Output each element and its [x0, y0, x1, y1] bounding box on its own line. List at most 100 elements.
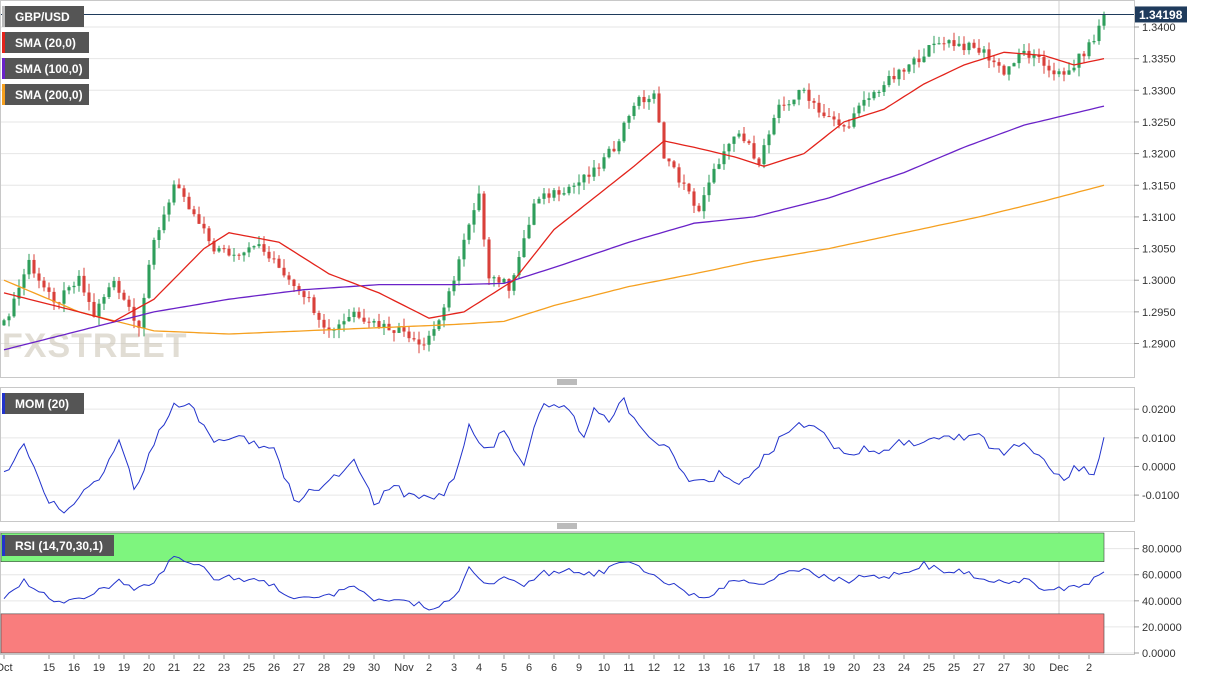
candle-down [82, 267, 86, 297]
candle-down [412, 331, 416, 342]
x-tick-label: 27 [973, 662, 985, 674]
candle-down [297, 283, 301, 296]
momentum-tick-label: 0.0000 [1142, 461, 1176, 473]
candle-up [802, 87, 806, 94]
candle-up [167, 199, 171, 222]
candle-down [132, 298, 136, 329]
candle-down [597, 163, 601, 177]
candle-up [467, 223, 471, 245]
candle-down [672, 160, 676, 169]
candle-down [687, 182, 691, 195]
rsi-tick-label: 20.0000 [1142, 622, 1182, 634]
sma100-label: SMA (100,0) [15, 62, 83, 76]
candle-up [957, 36, 961, 47]
candle-down [192, 205, 196, 217]
momentum-y-axis: 0.0200 0.0100 0.0000 -0.0100 [1134, 404, 1179, 502]
candle-up [397, 322, 401, 334]
candle-up [172, 180, 176, 206]
x-tick-label: 6 [526, 662, 532, 674]
candle-down [312, 294, 316, 316]
candle-up [1017, 48, 1021, 69]
candle-down [667, 158, 671, 167]
candle-down [292, 278, 296, 293]
candle-up [702, 187, 706, 219]
candle-up [512, 273, 516, 296]
candle-up [652, 90, 656, 104]
legend-momentum[interactable]: MOM (20) [2, 393, 84, 414]
candle-down [37, 267, 41, 289]
x-tick-label: 13 [698, 662, 710, 674]
candle-down [962, 36, 966, 56]
candle-up [567, 184, 571, 196]
candle-up [632, 102, 636, 120]
last-price-tag: 1.34198 [1135, 6, 1187, 23]
candle-down [47, 282, 51, 300]
candle-down [817, 94, 821, 118]
candle-up [72, 281, 76, 294]
candle-down [87, 283, 91, 311]
sma200-line [3, 184, 1105, 335]
candle-up [1097, 19, 1101, 45]
x-tick-label: 3 [451, 662, 457, 674]
candle-down [992, 55, 996, 68]
candle-down [657, 86, 661, 124]
candle-down [842, 123, 846, 132]
candle-down [692, 188, 696, 214]
candle-down [32, 254, 36, 278]
candle-up [852, 107, 856, 129]
candle-up [77, 270, 81, 292]
candle-up [867, 92, 871, 107]
candle-down [197, 206, 201, 224]
candle-up [887, 70, 891, 88]
candle-down [682, 174, 686, 190]
rsi-zones [0, 532, 1105, 654]
momentum-panel-frame [0, 387, 1135, 522]
candle-up [862, 91, 866, 112]
candle-up [162, 206, 166, 234]
candle-down [832, 111, 836, 127]
candle-up [922, 48, 926, 63]
candle-down [612, 140, 616, 153]
candle-up [217, 245, 221, 253]
candle-down [972, 39, 976, 49]
momentum-label: MOM (20) [15, 397, 69, 411]
panel-resize-handle[interactable] [557, 379, 577, 385]
candle-down [1047, 59, 1051, 78]
candle-up [622, 121, 626, 143]
candle-down [212, 238, 216, 255]
candle-up [1077, 53, 1081, 77]
panel-resize-handle[interactable] [557, 523, 577, 529]
candle-up [717, 158, 721, 170]
legend-rsi[interactable]: RSI (14,70,30,1) [2, 535, 114, 556]
x-tick-label: 12 [648, 662, 660, 674]
legend-sma20[interactable]: SMA (20,0) [2, 32, 89, 53]
candle-up [427, 330, 431, 352]
x-tick-label: 11 [623, 662, 634, 674]
candle-up [947, 39, 951, 48]
candle-down [997, 58, 1001, 73]
candle-up [872, 90, 876, 101]
candle-down [187, 192, 191, 210]
x-tick-label: 21 [168, 662, 180, 674]
candle-up [877, 89, 881, 97]
candle-up [762, 138, 766, 169]
legend-symbol[interactable]: GBP/USD [2, 6, 84, 27]
candle-up [527, 216, 531, 240]
symbol-label: GBP/USD [15, 10, 70, 24]
candle-up [492, 275, 496, 287]
candle-up [882, 81, 886, 97]
candle-down [272, 251, 276, 264]
candle-down [1042, 50, 1046, 74]
candle-up [7, 313, 11, 327]
candle-down [207, 225, 211, 246]
candle-down [1037, 48, 1041, 63]
candle-down [417, 331, 421, 354]
legend-sma100[interactable]: SMA (100,0) [2, 58, 89, 79]
candle-down [117, 276, 121, 300]
candle-down [137, 319, 141, 337]
x-tick-label: 15 [43, 662, 55, 674]
x-tick-label: 23 [873, 662, 885, 674]
candle-up [27, 253, 31, 280]
candle-down [807, 83, 811, 109]
legend-sma200[interactable]: SMA (200,0) [2, 84, 89, 105]
